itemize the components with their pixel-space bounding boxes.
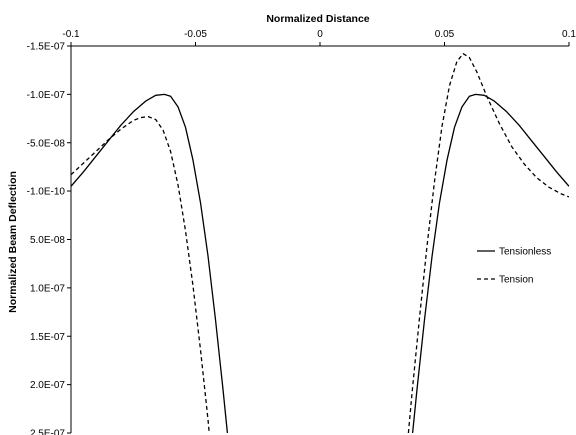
y-tick-label: 1.5E-07 [30,332,65,343]
legend: Tensionless Tension [477,247,551,286]
y-tick-label: 5.0E-08 [30,235,65,246]
series-line-tension [407,53,569,433]
y-tick-label: -1.0E-10 [27,187,66,198]
y-tick-label: 1.0E-07 [30,283,65,294]
y-axis: -1.5E-07 -1.0E-07 -5.0E-08 -1.0E-10 5.0E-08 1… [27,42,72,435]
series-line-tensionless [411,93,569,433]
x-tick-label: 0 [317,29,323,40]
x-tick-label: -0.05 [184,29,207,40]
series-line-tension [71,115,210,433]
legend-label: Tension [499,275,533,286]
x-tick-label: 0.05 [435,29,455,40]
y-tick-label: -1.0E-07 [27,90,66,101]
legend-label: Tensionless [499,247,551,258]
x-axis-title: Normalized Distance [266,13,369,25]
y-axis-title: Normalized Beam Deflection [7,171,19,313]
y-tick-label: -1.5E-07 [27,42,66,53]
x-tick-label: -0.1 [62,29,80,40]
x-axis: -0.1 -0.05 0 0.05 0.1 [62,29,576,47]
y-tick-label: 2.5E-07 [30,429,65,435]
y-tick-label: 2.0E-07 [30,380,65,391]
y-tick-label: -5.0E-08 [27,138,66,149]
series-line-tensionless [71,93,229,433]
series-layer [71,53,569,433]
x-tick-label: 0.1 [562,29,576,40]
